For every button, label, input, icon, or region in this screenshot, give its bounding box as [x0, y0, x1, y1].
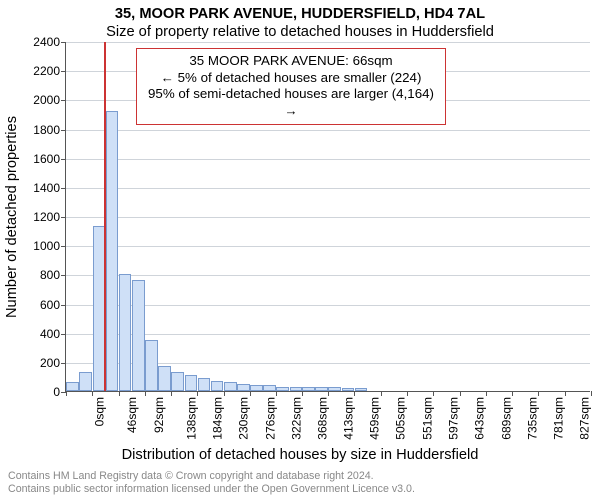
histogram-bar: [79, 372, 92, 391]
gridline: [66, 188, 590, 189]
ytick-label: 1600: [33, 152, 66, 166]
histogram-bar: [342, 388, 355, 391]
annotation-box: 35 MOOR PARK AVENUE: 66sqm ← 5% of detac…: [136, 48, 446, 125]
histogram-bar: [224, 382, 237, 391]
ytick-label: 800: [40, 268, 66, 282]
gridline: [66, 159, 590, 160]
xtick-label: 735sqm: [526, 397, 540, 440]
xtick-mark: [171, 391, 172, 396]
xtick-label: 689sqm: [499, 397, 513, 440]
gridline: [66, 334, 590, 335]
xtick-label: 781sqm: [552, 397, 566, 440]
attribution-text: Contains HM Land Registry data © Crown c…: [8, 470, 415, 496]
ytick-label: 2200: [33, 64, 66, 78]
xtick-mark: [145, 391, 146, 396]
ytick-label: 1800: [33, 123, 66, 137]
ytick-label: 400: [40, 327, 66, 341]
histogram-bar: [237, 384, 250, 391]
annotation-line-3: 95% of semi-detached houses are larger (…: [145, 86, 437, 119]
ytick-label: 600: [40, 298, 66, 312]
ytick-label: 1400: [33, 181, 66, 195]
xtick-mark: [486, 391, 487, 396]
ytick-label: 2400: [33, 35, 66, 49]
gridline: [66, 246, 590, 247]
ytick-label: 1200: [33, 210, 66, 224]
histogram-bar: [132, 280, 145, 391]
histogram-bar: [315, 387, 328, 391]
xtick-mark: [328, 391, 329, 396]
gridline: [66, 217, 590, 218]
y-axis-label: Number of detached properties: [4, 116, 20, 318]
xtick-mark: [433, 391, 434, 396]
xtick-mark: [119, 391, 120, 396]
histogram-bar: [355, 388, 368, 391]
histogram-bar: [66, 382, 79, 391]
ytick-label: 1000: [33, 239, 66, 253]
xtick-mark: [565, 391, 566, 396]
xtick-mark: [224, 391, 225, 396]
xtick-label: 46sqm: [125, 397, 139, 433]
ytick-label: 2000: [33, 93, 66, 107]
xtick-label: 413sqm: [342, 397, 356, 440]
histogram-bar: [158, 366, 171, 391]
ytick-label: 0: [53, 385, 66, 399]
histogram-bar: [106, 111, 119, 391]
xtick-label: 643sqm: [473, 397, 487, 440]
histogram-bar: [198, 378, 211, 391]
xtick-mark: [250, 391, 251, 396]
chart-subtitle: Size of property relative to detached ho…: [0, 24, 600, 40]
xtick-label: 597sqm: [447, 397, 461, 440]
histogram-bar: [302, 387, 315, 391]
xtick-mark: [460, 391, 461, 396]
xtick-label: 551sqm: [420, 397, 434, 440]
ytick-label: 200: [40, 356, 66, 370]
chart-title: 35, MOOR PARK AVENUE, HUDDERSFIELD, HD4 …: [0, 6, 600, 22]
xtick-mark: [66, 391, 67, 396]
histogram-bar: [171, 372, 184, 391]
gridline: [66, 275, 590, 276]
gridline: [66, 305, 590, 306]
xtick-mark: [591, 391, 592, 396]
xtick-label: 138sqm: [185, 397, 199, 440]
histogram-bar: [276, 387, 289, 391]
xtick-label: 322sqm: [290, 397, 304, 440]
xtick-label: 368sqm: [316, 397, 330, 440]
plot-area: 0200400600800100012001400160018002000220…: [65, 42, 590, 392]
attribution-line-2: Contains public sector information licen…: [8, 483, 415, 496]
histogram-bar: [250, 385, 263, 391]
property-size-histogram: 35, MOOR PARK AVENUE, HUDDERSFIELD, HD4 …: [0, 0, 600, 500]
xtick-mark: [381, 391, 382, 396]
gridline: [66, 130, 590, 131]
histogram-bar: [145, 340, 158, 391]
xtick-mark: [512, 391, 513, 396]
xtick-label: 505sqm: [394, 397, 408, 440]
annotation-line-1: 35 MOOR PARK AVENUE: 66sqm: [145, 53, 437, 70]
xtick-mark: [302, 391, 303, 396]
histogram-bar: [119, 274, 132, 391]
xtick-label: 184sqm: [211, 397, 225, 440]
xtick-mark: [197, 391, 198, 396]
histogram-bar: [290, 387, 302, 391]
histogram-bar: [263, 385, 276, 391]
xtick-label: 827sqm: [578, 397, 592, 440]
xtick-label: 92sqm: [152, 397, 166, 433]
annotation-line-2: ← 5% of detached houses are smaller (224…: [145, 70, 437, 87]
xtick-label: 0sqm: [92, 397, 106, 426]
histogram-bar: [328, 387, 341, 391]
histogram-bar: [211, 381, 224, 391]
xtick-mark: [354, 391, 355, 396]
xtick-mark: [92, 391, 93, 396]
x-axis-label: Distribution of detached houses by size …: [0, 447, 600, 463]
property-marker-line: [104, 42, 106, 391]
histogram-bar: [185, 375, 198, 391]
attribution-line-1: Contains HM Land Registry data © Crown c…: [8, 470, 415, 483]
xtick-mark: [276, 391, 277, 396]
gridline: [66, 42, 590, 43]
xtick-label: 276sqm: [263, 397, 277, 440]
xtick-mark: [407, 391, 408, 396]
xtick-label: 459sqm: [368, 397, 382, 440]
xtick-mark: [538, 391, 539, 396]
xtick-label: 230sqm: [237, 397, 251, 440]
